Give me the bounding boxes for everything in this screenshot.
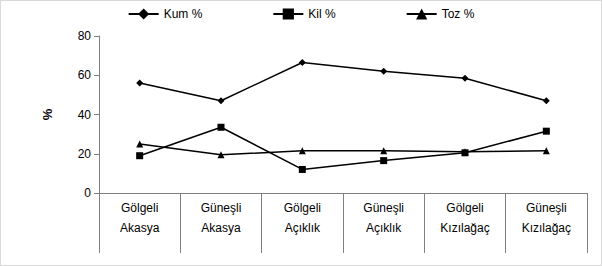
svg-text:Açıklık: Açıklık: [366, 221, 402, 235]
svg-text:20: 20: [78, 147, 92, 161]
svg-text:Açıklık: Açıklık: [285, 221, 321, 235]
svg-text:Gölgeli: Gölgeli: [446, 201, 483, 215]
svg-text:0: 0: [84, 186, 91, 200]
svg-text:Akasya: Akasya: [201, 221, 241, 235]
svg-text:Kızılağaç: Kızılağaç: [440, 221, 489, 235]
svg-text:Gölgeli: Gölgeli: [284, 201, 321, 215]
svg-text:Güneşli: Güneşli: [526, 201, 567, 215]
svg-text:Güneşli: Güneşli: [201, 201, 242, 215]
svg-text:Akasya: Akasya: [120, 221, 160, 235]
svg-text:Kızılağaç: Kızılağaç: [522, 221, 571, 235]
svg-text:Toz %: Toz %: [442, 7, 475, 21]
svg-text:80: 80: [78, 29, 92, 43]
svg-text:Kil %: Kil %: [308, 7, 336, 21]
svg-text:40: 40: [78, 108, 92, 122]
svg-text:60: 60: [78, 68, 92, 82]
svg-text:Güneşli: Güneşli: [363, 201, 404, 215]
svg-text:Kum %: Kum %: [164, 7, 203, 21]
svg-text:Gölgeli: Gölgeli: [121, 201, 158, 215]
svg-text:%: %: [40, 108, 55, 120]
